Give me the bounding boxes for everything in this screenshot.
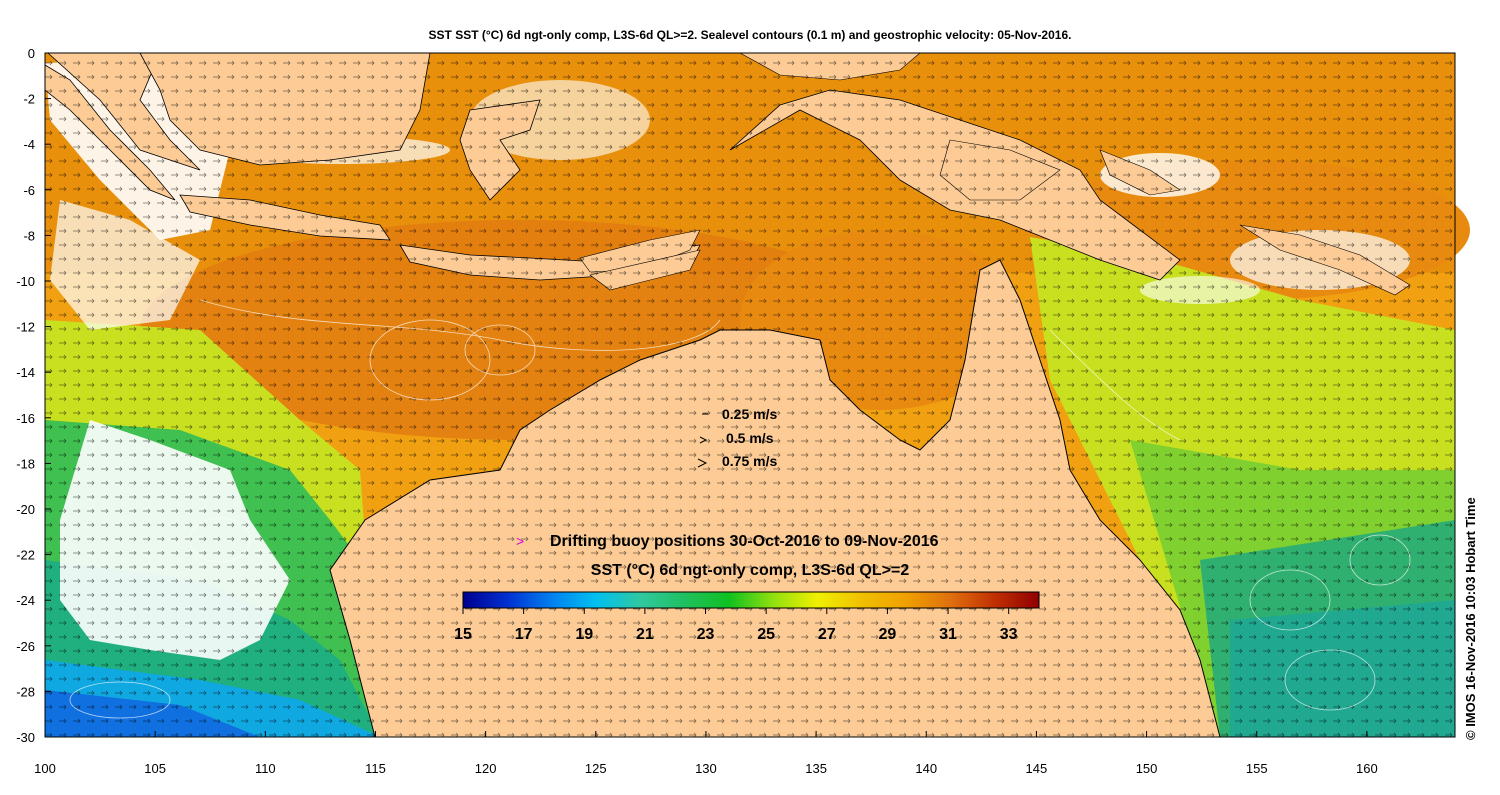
x-tick-label: 140 — [915, 761, 937, 776]
x-tick-label: 100 — [34, 761, 56, 776]
x-tick-label: 120 — [475, 761, 497, 776]
x-tick-label: 160 — [1356, 761, 1378, 776]
y-tick-label: -22 — [16, 548, 35, 563]
colorbar-tick-label: 17 — [515, 626, 533, 643]
colorbar: SST (°C) 6d ngt-only comp, L3S-6d QL>=2 … — [454, 562, 1040, 643]
colorbar-tick-label: 19 — [575, 626, 593, 643]
y-tick-label: -12 — [16, 320, 35, 335]
y-axis: 0 -2 -4 -6 -8 -10 -12 -14 -16 -18 -20 -22 -24 -26 -28 -… — [16, 46, 51, 745]
x-tick-label: 110 — [255, 761, 276, 776]
buoy-legend: > Drifting buoy positions 30-Oct-2016 to… — [516, 533, 939, 550]
y-tick-label: -18 — [16, 456, 35, 471]
colorbar-tick-label: 27 — [818, 626, 836, 643]
colorbar-tick-label: 29 — [879, 626, 897, 643]
colorbar-tick-label: 33 — [1000, 626, 1018, 643]
colorbar-bar — [462, 591, 1040, 609]
y-tick-label: -20 — [16, 502, 35, 517]
velocity-arrow-icon — [699, 436, 708, 444]
y-tick-label: -4 — [23, 137, 35, 152]
velocity-arrow-icon — [697, 458, 708, 468]
x-tick-label: 105 — [144, 761, 166, 776]
y-tick-label: -8 — [23, 228, 35, 243]
x-tick-label: 135 — [805, 761, 827, 776]
credit-text: © IMOS 16-Nov-2016 10:03 Hobart Time — [1463, 497, 1478, 740]
colorbar-tick-label: 15 — [454, 626, 472, 643]
x-tick-label: 145 — [1026, 761, 1048, 776]
x-tick-label: 130 — [695, 761, 717, 776]
x-tick-label: 150 — [1136, 761, 1158, 776]
sealevel-contours — [69, 299, 1411, 719]
colorbar-title: SST (°C) 6d ngt-only comp, L3S-6d QL>=2 — [591, 562, 910, 579]
plot-area — [44, 52, 1470, 738]
y-tick-label: -14 — [16, 365, 35, 380]
velocity-legend: 0.25 m/s 0.5 m/s 0.75 m/s — [697, 406, 777, 469]
y-tick-label: -6 — [23, 183, 35, 198]
y-tick-label: -24 — [16, 593, 35, 608]
colorbar-tick-label: 21 — [636, 626, 654, 643]
colorbar-tick-label: 31 — [939, 626, 957, 643]
colorbar-tick-label: 23 — [697, 626, 715, 643]
x-axis: 100 105 110 115 120 125 130 135 140 145 150 155 160 — [34, 731, 1378, 776]
x-tick-label: 125 — [585, 761, 607, 776]
velocity-legend-label-3: 0.75 m/s — [722, 453, 777, 469]
y-tick-label: -2 — [23, 92, 35, 107]
y-tick-label: 0 — [28, 46, 35, 61]
y-tick-label: -10 — [16, 274, 35, 289]
colorbar-ticks: 15 17 19 21 23 25 27 29 31 33 — [454, 608, 1018, 643]
colorbar-tick-label: 25 — [757, 626, 775, 643]
y-tick-label: -16 — [16, 411, 35, 426]
y-tick-label: -26 — [16, 639, 35, 654]
velocity-legend-label-1: 0.25 m/s — [722, 406, 777, 422]
map-title: SST SST (°C) 6d ngt-only comp, L3S-6d QL… — [428, 28, 1072, 42]
y-tick-label: -28 — [16, 684, 35, 699]
buoy-marker-icon: > — [516, 533, 524, 549]
buoy-legend-label: Drifting buoy positions 30-Oct-2016 to 0… — [550, 533, 939, 550]
x-tick-label: 115 — [365, 761, 386, 776]
velocity-legend-label-2: 0.5 m/s — [726, 430, 774, 446]
y-tick-label: -30 — [16, 730, 35, 745]
x-tick-label: 155 — [1246, 761, 1268, 776]
